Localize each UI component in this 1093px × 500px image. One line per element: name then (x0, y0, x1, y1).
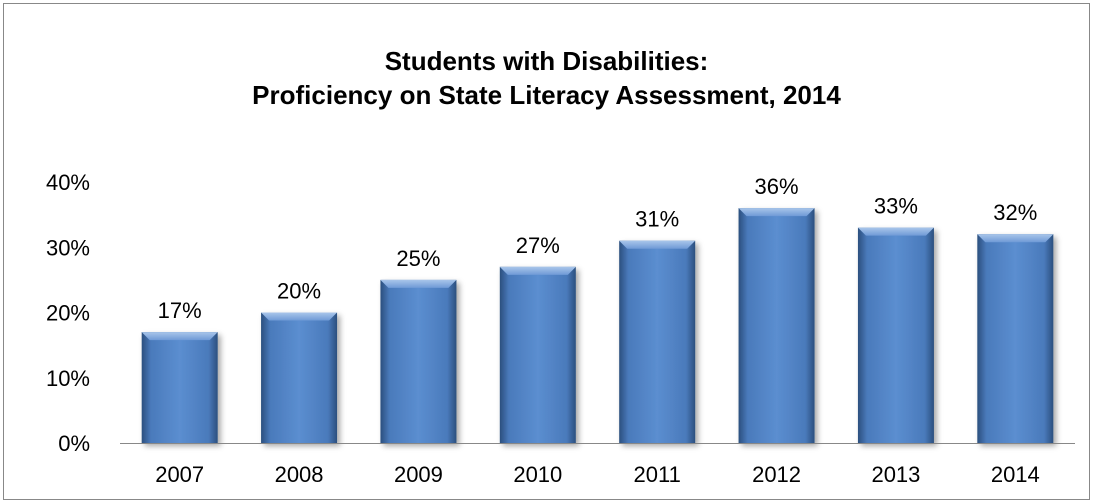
bar-bevel (499, 266, 576, 275)
bar-2013 (857, 227, 934, 443)
bar-2010 (499, 266, 576, 443)
bar-body (380, 279, 457, 443)
bar-bevel (261, 312, 338, 321)
bar-bevel (141, 332, 218, 341)
bar-bevel (380, 279, 457, 288)
y-tick-label: 40% (46, 170, 90, 195)
y-tick-label: 20% (46, 301, 90, 326)
bar-body (738, 208, 815, 443)
data-label: 25% (396, 246, 440, 271)
data-label: 17% (158, 298, 202, 323)
bar-2012 (738, 208, 815, 443)
data-label: 20% (277, 279, 321, 304)
x-tick-label: 2011 (634, 462, 681, 487)
x-tick-label: 2008 (275, 462, 324, 487)
y-tick-label: 10% (46, 366, 90, 391)
data-label: 32% (993, 200, 1037, 225)
bar-bevel (977, 234, 1054, 243)
bar-2009 (380, 279, 457, 443)
bar-body (499, 266, 576, 443)
bar-bevel (619, 240, 696, 249)
y-tick-label: 0% (58, 431, 90, 456)
bar-body (261, 312, 338, 443)
chart-title-line-1: Students with Disabilities: (384, 46, 709, 76)
bar-body (857, 227, 934, 443)
bar-body (619, 240, 696, 443)
bar-2011 (619, 240, 696, 443)
y-tick-label: 30% (46, 235, 90, 260)
chart-title-line-2: Proficiency on State Literacy Assessment… (252, 80, 841, 110)
x-tick-label: 2010 (513, 462, 562, 487)
data-label: 31% (635, 207, 679, 232)
x-tick-label: 2013 (871, 462, 920, 487)
x-tick-label: 2014 (991, 462, 1040, 487)
bar-2007 (141, 332, 218, 443)
bar-body (977, 234, 1054, 443)
x-tick-label: 2009 (394, 462, 443, 487)
chart-title: Students with Disabilities: Proficiency … (0, 44, 1093, 112)
data-label: 33% (874, 194, 918, 219)
x-axis-labels: 2007 2008 2009 2010 2011 2012 2013 2014 (155, 462, 1040, 487)
bar-bevel (738, 208, 815, 217)
bar-2008 (261, 312, 338, 443)
bars-group: 17% 20% 25% 27% 31% 36% 33% 32% (141, 174, 1054, 443)
data-label: 27% (516, 233, 560, 258)
bar-body (141, 332, 218, 443)
data-label: 36% (755, 174, 799, 199)
y-axis-ticks: 0% 10% 20% 30% 40% (46, 170, 90, 456)
x-tick-label: 2007 (155, 462, 204, 487)
x-tick-label: 2012 (752, 462, 801, 487)
bar-2014 (977, 234, 1054, 443)
bar-bevel (857, 227, 934, 236)
